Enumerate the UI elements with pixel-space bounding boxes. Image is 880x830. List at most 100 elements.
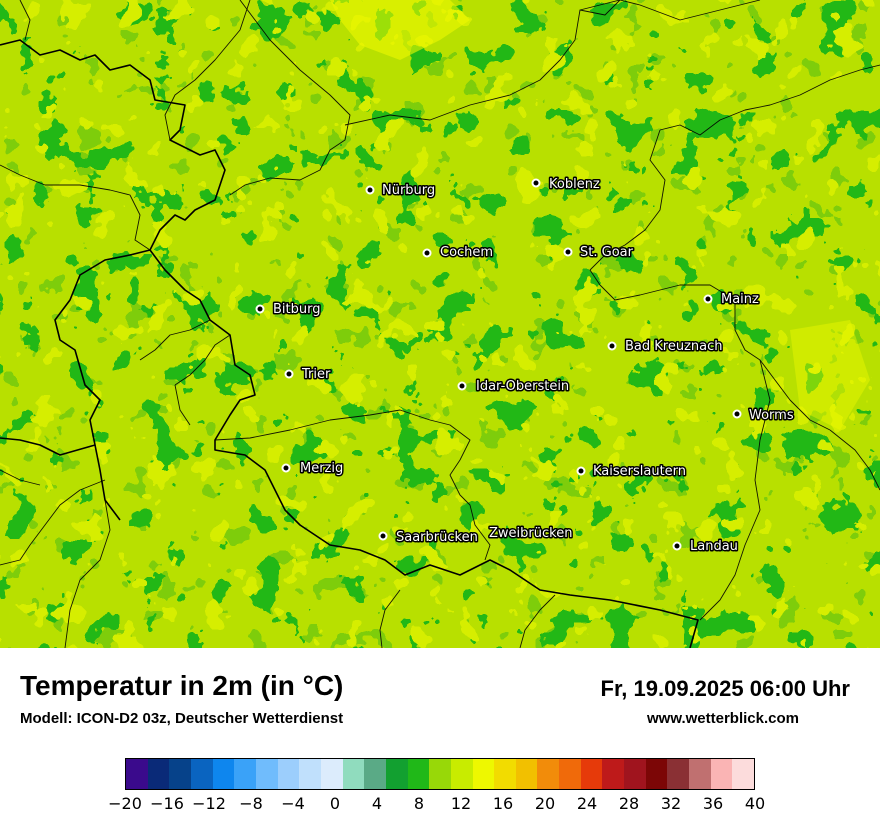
colorbar-tick-label: 0 [329, 794, 341, 813]
map-warm-region [790, 320, 870, 430]
colorbar-segment [732, 759, 755, 789]
city-dot [563, 247, 573, 257]
colorbar-segment [689, 759, 711, 789]
city-label: Cochem [440, 245, 493, 260]
colorbar-segment [515, 759, 538, 789]
city-dot [284, 369, 294, 379]
city-marker: St. Goar [563, 244, 635, 262]
city-label: Merzig [300, 461, 343, 476]
model-info: Modell: ICON-D2 03z, Deutscher Wetterdie… [20, 710, 344, 727]
city-marker: Landau [672, 538, 739, 556]
colorbar-segment [190, 759, 213, 789]
city-dot [607, 341, 617, 351]
city-dot [457, 381, 467, 391]
colorbar-tick-label: 8 [413, 794, 425, 813]
city-marker: Mainz [703, 291, 761, 309]
colorbar-segment [147, 759, 170, 789]
city-marker: Saarbrücken [378, 529, 479, 547]
colorbar-segment [277, 759, 300, 789]
colorbar-segment [645, 759, 668, 789]
city-label: Bad Kreuznach [625, 339, 723, 354]
colorbar-tick-label: 4 [371, 794, 383, 813]
colorbar-segment [407, 759, 430, 789]
colorbar-segment [364, 759, 386, 789]
colorbar-tick-label: −20 [108, 794, 142, 813]
city-marker: Nürburg [365, 182, 437, 200]
city-marker: Bitburg [255, 301, 322, 319]
city-label: Landau [690, 539, 738, 554]
city-dot [703, 294, 713, 304]
colorbar-segment [320, 759, 343, 789]
colorbar-segment [299, 759, 321, 789]
colorbar-segment [385, 759, 408, 789]
colorbar-ticks: −20 −16 −12 −8 −4 0 4 8 12 16 20 24 28 32 36 40 [0, 794, 880, 820]
temperature-colorbar [125, 758, 755, 790]
city-label: Saarbrücken [396, 530, 478, 545]
city-marker: Cochem [422, 244, 495, 262]
city-label: Worms [749, 408, 794, 423]
city-label: Idar-Oberstein [476, 379, 569, 394]
city-marker: Kaiserslautern [576, 463, 688, 481]
forecast-datetime: Fr, 19.09.2025 06:00 Uhr [600, 676, 851, 701]
colorbar-segment [342, 759, 365, 789]
city-marker: Merzig [281, 460, 345, 478]
colorbar-tick-label: 32 [660, 794, 682, 813]
map-light-patches [0, 0, 880, 648]
city-label: Koblenz [549, 177, 600, 192]
map-canvas: Nürburg Koblenz Cochem St. Goar Bitburg Mainz… [0, 0, 880, 648]
colorbar-segment [450, 759, 473, 789]
city-dot [422, 248, 432, 258]
colorbar-tick-label: 16 [492, 794, 514, 813]
city-label: St. Goar [580, 245, 634, 260]
colorbar-segment [234, 759, 256, 789]
city-dot [255, 304, 265, 314]
city-marker: Koblenz [531, 176, 601, 194]
city-dot [672, 541, 682, 551]
colorbar-segment [169, 759, 191, 789]
colorbar-segment [429, 759, 451, 789]
city-marker: Zweibrücken [488, 525, 574, 543]
colorbar-tick-label: −12 [192, 794, 226, 813]
colorbar-segment [624, 759, 646, 789]
city-label: Mainz [721, 292, 759, 307]
city-layer: Nürburg Koblenz Cochem St. Goar Bitburg Mainz… [255, 176, 795, 556]
city-dot [732, 409, 742, 419]
city-label: Nürburg [382, 183, 435, 198]
colorbar-tick-label: −4 [281, 794, 305, 813]
map-title: Temperatur in 2m (in °C) [20, 670, 344, 701]
colorbar-segment [667, 759, 690, 789]
colorbar-segment [126, 759, 148, 789]
city-label: Trier [301, 367, 331, 382]
colorbar-segment [710, 759, 733, 789]
state-borders [0, 0, 880, 648]
colorbar-tick-label: 28 [618, 794, 640, 813]
colorbar-tick-label: 36 [702, 794, 724, 813]
colorbar-segment [559, 759, 581, 789]
colorbar-tick-label: 40 [744, 794, 766, 813]
city-label: Bitburg [273, 302, 321, 317]
colorbar-tick-label: 20 [534, 794, 556, 813]
colorbar-segment [255, 759, 278, 789]
colorbar-tick-label: −8 [239, 794, 263, 813]
city-label: Kaiserslautern [593, 464, 686, 479]
colorbar-tick-label: −16 [150, 794, 184, 813]
map-warm-region [330, 0, 470, 60]
colorbar-segment [212, 759, 235, 789]
city-dot [281, 463, 291, 473]
city-marker: Worms [732, 407, 795, 425]
city-dot [365, 185, 375, 195]
city-marker: Bad Kreuznach [607, 338, 724, 356]
temperature-map[interactable]: Nürburg Koblenz Cochem St. Goar Bitburg Mainz… [0, 0, 880, 648]
city-dot [378, 531, 388, 541]
city-label: Zweibrücken [489, 526, 572, 541]
city-marker: Trier [284, 366, 332, 384]
colorbar-segment [472, 759, 495, 789]
colorbar-segment [602, 759, 625, 789]
colorbar-segment [494, 759, 516, 789]
colorbar-segment [580, 759, 603, 789]
colorbar-segment [537, 759, 560, 789]
colorbar-tick-label: 24 [576, 794, 598, 813]
country-borders [0, 39, 699, 648]
city-dot [531, 178, 541, 188]
website-link[interactable]: www.wetterblick.com [647, 710, 799, 727]
